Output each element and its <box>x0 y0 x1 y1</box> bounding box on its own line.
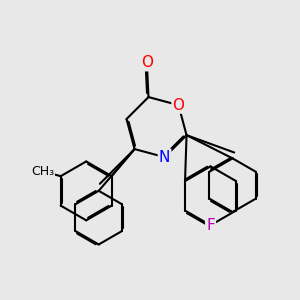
Text: O: O <box>141 55 153 70</box>
Text: F: F <box>206 218 215 233</box>
Text: N: N <box>159 150 170 165</box>
Text: CH₃: CH₃ <box>31 165 54 178</box>
Text: O: O <box>172 98 184 112</box>
